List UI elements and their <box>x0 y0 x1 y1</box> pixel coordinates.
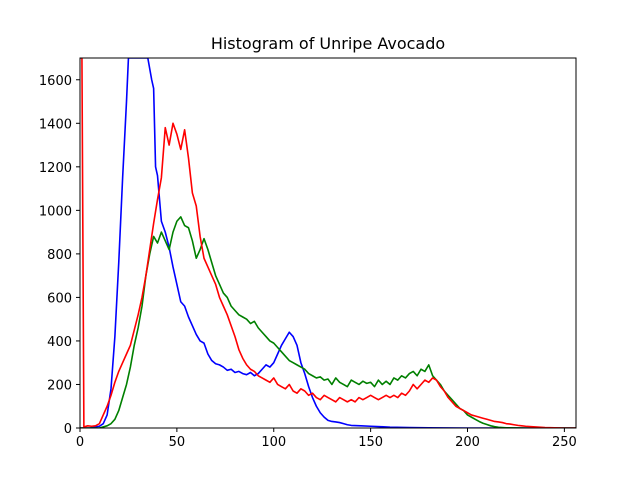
x-tick-label: 0 <box>76 435 84 450</box>
series-line-green <box>80 216 576 428</box>
y-tick-label: 1200 <box>39 161 72 176</box>
series-line-red <box>80 58 576 428</box>
y-tick-label: 1400 <box>39 117 72 132</box>
plot-frame <box>79 57 577 429</box>
x-tick-label: 150 <box>358 435 383 450</box>
y-tick-label: 600 <box>47 291 72 306</box>
x-tick-label: 250 <box>552 435 577 450</box>
x-tick-label: 100 <box>261 435 286 450</box>
y-tick-label: 400 <box>47 335 72 350</box>
x-tick-label: 50 <box>169 435 186 450</box>
series-line-blue <box>80 58 576 428</box>
y-tick-label: 0 <box>64 422 72 437</box>
y-tick-label: 200 <box>47 378 72 393</box>
x-tick-label: 200 <box>455 435 480 450</box>
chart-title: Histogram of Unripe Avocado <box>211 34 445 53</box>
y-tick-label: 1000 <box>39 204 72 219</box>
y-tick-label: 1600 <box>39 74 72 89</box>
x-axis: 0 50 100 150 200 250 <box>76 428 577 450</box>
y-tick-label: 800 <box>47 248 72 263</box>
y-axis: 0 200 400 600 800 1000 1200 1400 1600 <box>39 74 80 437</box>
series-layer <box>80 58 576 428</box>
